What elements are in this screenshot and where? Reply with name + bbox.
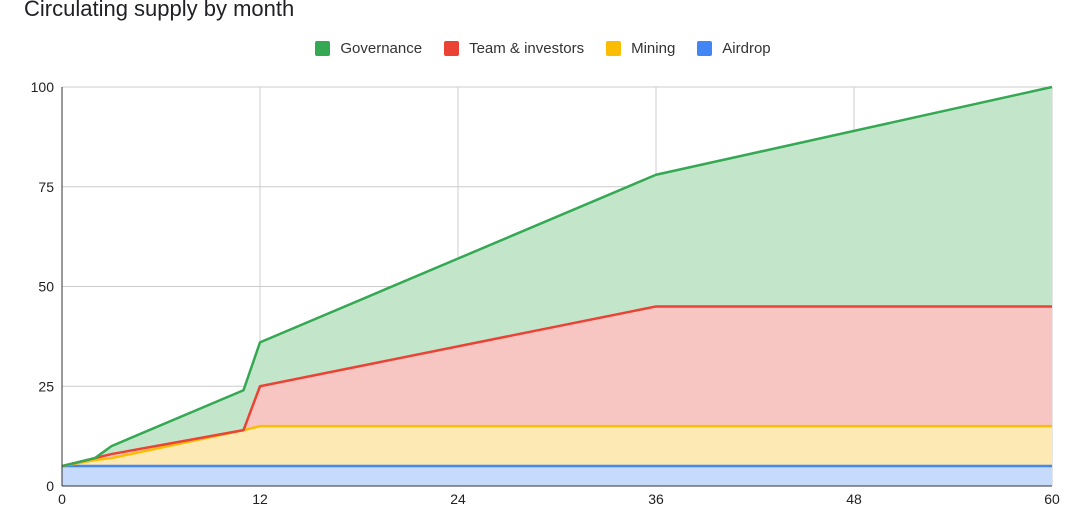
- area-governance: [62, 87, 1052, 467]
- chart-legend: Governance Team & investors Mining Airdr…: [0, 40, 1080, 57]
- legend-label-airdrop: Airdrop: [722, 40, 771, 57]
- area-airdrop: [62, 466, 1052, 486]
- legend-item-team-investors[interactable]: Team & investors: [444, 40, 584, 57]
- legend-swatch-mining: [606, 41, 622, 56]
- legend-swatch-governance: [315, 41, 331, 56]
- legend-item-airdrop[interactable]: Airdrop: [697, 40, 771, 57]
- legend-swatch-airdrop: [697, 41, 713, 56]
- x-tick-label-5: 60: [1044, 491, 1060, 506]
- y-tick-label-4: 100: [31, 79, 55, 95]
- legend-item-mining[interactable]: Mining: [606, 40, 675, 57]
- legend-item-governance[interactable]: Governance: [315, 40, 422, 57]
- legend-label-mining: Mining: [631, 40, 676, 57]
- legend-label-governance: Governance: [340, 40, 423, 57]
- line-governance: [61, 85, 1053, 468]
- x-tick-label-0: 0: [58, 491, 66, 506]
- y-tick-label-3: 75: [38, 179, 54, 195]
- y-tick-label-0: 0: [46, 478, 54, 494]
- area-mining: [62, 426, 1052, 467]
- x-tick-label-4: 48: [846, 491, 862, 506]
- x-tick-label-1: 12: [252, 491, 268, 506]
- x-tick-label-2: 24: [450, 491, 466, 506]
- chart-title: Circulating supply by month: [24, 0, 295, 21]
- x-tick-label-3: 36: [648, 491, 664, 506]
- y-tick-label-1: 25: [38, 378, 54, 394]
- legend-swatch-team-investors: [444, 41, 460, 56]
- legend-label-team-investors: Team & investors: [469, 40, 585, 57]
- y-tick-label-2: 50: [38, 279, 54, 295]
